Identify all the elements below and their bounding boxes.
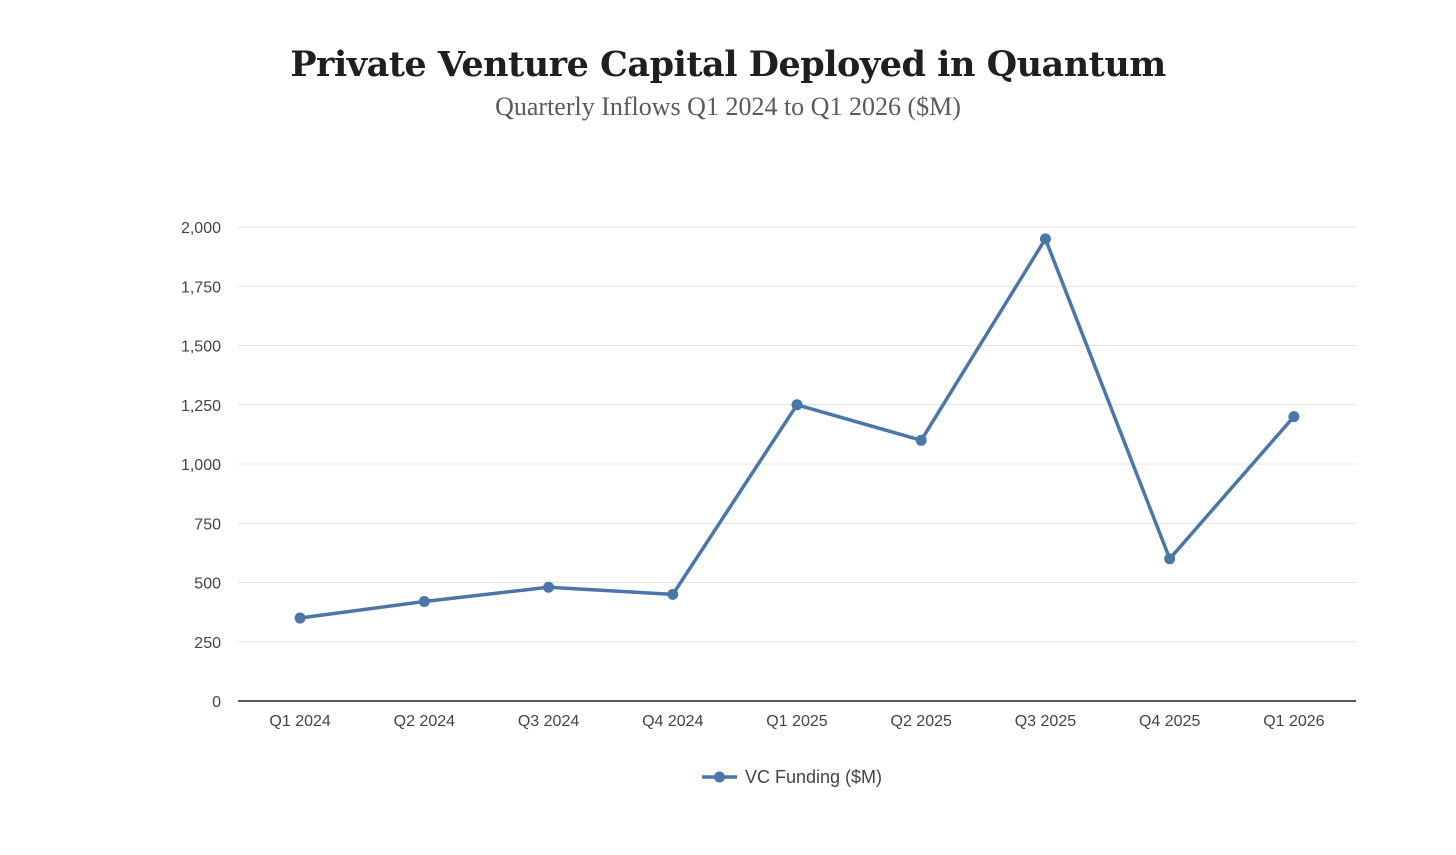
legend[interactable]: VC Funding ($M) [702, 767, 882, 787]
y-tick-label: 0 [212, 694, 221, 711]
x-tick-label: Q3 2025 [1015, 713, 1076, 730]
chart-subtitle: Quarterly Inflows Q1 2024 to Q1 2026 ($M… [495, 92, 961, 121]
y-tick-label: 1,500 [181, 339, 221, 356]
data-point[interactable] [1039, 233, 1051, 245]
data-point[interactable] [1288, 411, 1300, 423]
series-line [298, 237, 1296, 620]
x-tick-label: Q2 2025 [891, 713, 952, 730]
y-axis-tick-labels: 0 250 500 750 1,000 1,250 1,500 1,750 2,000 [181, 220, 221, 711]
x-tick-label: Q1 2025 [766, 713, 827, 730]
y-tick-label: 250 [194, 635, 221, 652]
series-layer [294, 233, 1300, 624]
legend-marker-swatch [714, 771, 725, 783]
y-tick-label: 750 [194, 516, 221, 533]
chart-title: Private Venture Capital Deployed in Quan… [290, 44, 1166, 85]
y-tick-label: 1,750 [181, 279, 221, 296]
data-point[interactable] [915, 434, 927, 446]
x-tick-label: Q1 2024 [269, 713, 330, 730]
x-axis-tick-labels: Q1 2024 Q2 2024 Q3 2024 Q4 2024 Q1 2025 Q2 20… [269, 713, 1324, 730]
grid-lines [238, 226, 1356, 643]
data-point[interactable] [667, 588, 679, 600]
y-tick-label: 1,250 [181, 398, 221, 415]
data-point[interactable] [294, 612, 306, 624]
data-point[interactable] [543, 581, 555, 593]
x-tick-label: Q2 2024 [394, 713, 455, 730]
x-tick-label: Q4 2025 [1139, 713, 1200, 730]
data-point[interactable] [418, 595, 430, 607]
data-point[interactable] [791, 399, 803, 411]
legend-label: VC Funding ($M) [745, 767, 882, 787]
x-tick-label: Q3 2024 [518, 713, 579, 730]
y-tick-label: 500 [194, 576, 221, 593]
x-tick-label: Q4 2024 [642, 713, 703, 730]
data-point[interactable] [1164, 553, 1176, 565]
y-tick-label: 2,000 [181, 220, 221, 237]
x-tick-label: Q1 2026 [1263, 713, 1324, 730]
y-tick-label: 1,000 [181, 457, 221, 474]
